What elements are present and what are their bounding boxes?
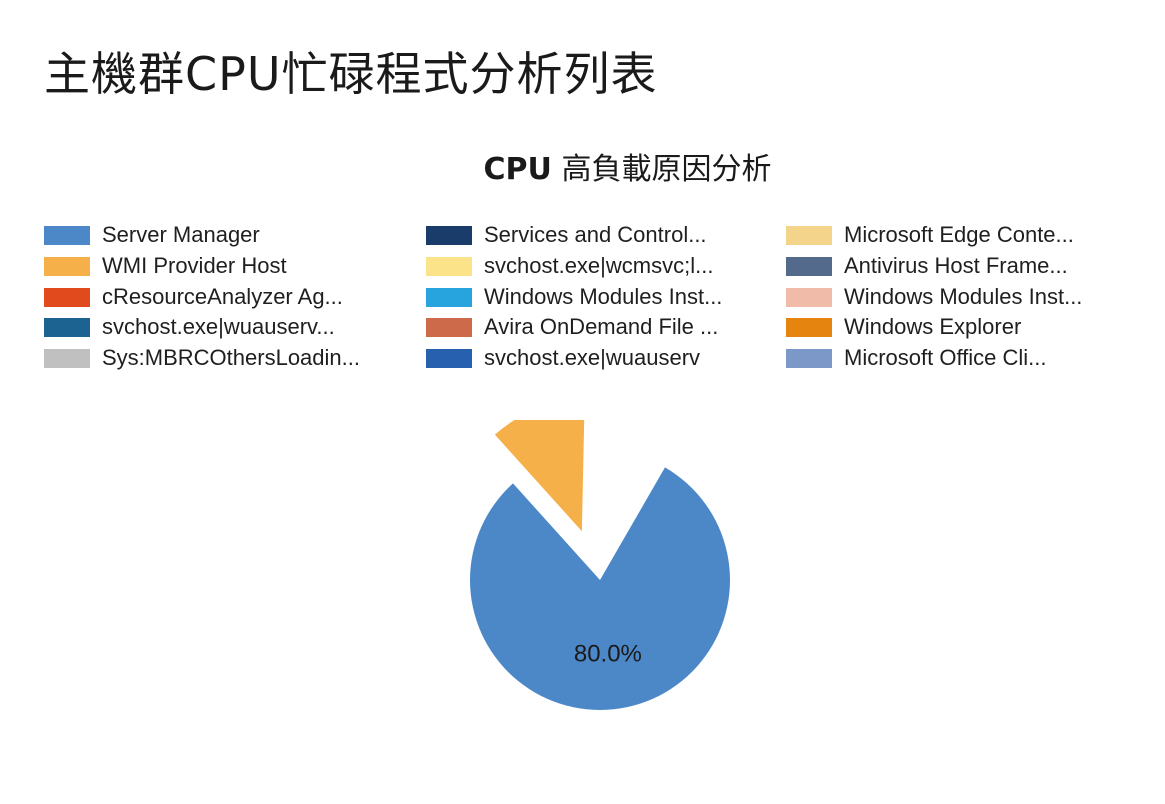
legend-swatch — [44, 348, 90, 368]
legend-item: Microsoft Office Cli... — [786, 343, 1047, 373]
chart-title: CPU 高負載原因分析 — [0, 150, 1165, 190]
pie-slice-2 — [494, 420, 585, 532]
legend-item: Sys:MBRCOthersLoadin... — [44, 343, 360, 373]
legend-label: Antivirus Host Frame... — [844, 253, 1068, 278]
pie-chart-area: 80.0% — [420, 420, 840, 750]
legend-swatch — [44, 225, 90, 245]
legend-item: Windows Modules Inst... — [426, 282, 722, 312]
pie-chart: 80.0% — [470, 420, 730, 710]
legend-swatch — [786, 317, 832, 337]
page-title: 主機群CPU忙碌程式分析列表 — [44, 47, 658, 101]
legend-label: Microsoft Edge Conte... — [844, 222, 1074, 247]
legend-label: Server Manager — [102, 222, 260, 247]
legend-item: Services and Control... — [426, 220, 707, 250]
legend-item: Antivirus Host Frame... — [786, 251, 1068, 281]
legend-swatch — [426, 256, 472, 276]
legend-item: svchost.exe|wcmsvc;l... — [426, 251, 713, 281]
chart-title-rest: 高負載原因分析 — [551, 152, 772, 187]
legend-item: svchost.exe|wuauserv... — [44, 312, 335, 342]
legend-item: Windows Modules Inst... — [786, 282, 1082, 312]
legend-swatch — [426, 225, 472, 245]
legend-label: Windows Modules Inst... — [484, 284, 723, 309]
legend-label: svchost.exe|wuauserv — [484, 345, 701, 370]
legend-swatch — [426, 317, 472, 337]
legend-label: Avira OnDemand File ... — [484, 314, 719, 339]
legend-swatch — [786, 287, 832, 307]
legend-label: Microsoft Office Cli... — [844, 345, 1047, 370]
legend-item: Avira OnDemand File ... — [426, 312, 718, 342]
legend-label: cResourceAnalyzer Ag... — [102, 284, 343, 309]
legend-swatch — [44, 317, 90, 337]
legend-item: WMI Provider Host — [44, 251, 287, 281]
legend-swatch — [426, 348, 472, 368]
legend-item: svchost.exe|wuauserv — [426, 343, 700, 373]
legend-item: Server Manager — [44, 220, 260, 250]
legend-swatch — [44, 287, 90, 307]
legend-label: Services and Control... — [484, 222, 707, 247]
pie-slice-label: 80.0% — [574, 640, 642, 667]
legend-item: cResourceAnalyzer Ag... — [44, 282, 343, 312]
legend-label: WMI Provider Host — [102, 253, 287, 278]
legend-label: svchost.exe|wcmsvc;l... — [484, 253, 714, 278]
legend-swatch — [786, 225, 832, 245]
chart-title-bold: CPU — [483, 152, 552, 187]
legend-swatch — [44, 256, 90, 276]
pie-slice-1 — [470, 467, 730, 710]
legend-swatch — [426, 287, 472, 307]
legend-label: svchost.exe|wuauserv... — [102, 314, 335, 339]
legend-label: Windows Modules Inst... — [844, 284, 1083, 309]
legend-swatch — [786, 348, 832, 368]
chart-legend: Server Manager WMI Provider Host cResource… — [44, 220, 1154, 380]
legend-label: Windows Explorer — [844, 314, 1022, 339]
legend-label: Sys:MBRCOthersLoadin... — [102, 345, 360, 370]
legend-item: Windows Explorer — [786, 312, 1021, 342]
legend-item: Microsoft Edge Conte... — [786, 220, 1074, 250]
legend-swatch — [786, 256, 832, 276]
